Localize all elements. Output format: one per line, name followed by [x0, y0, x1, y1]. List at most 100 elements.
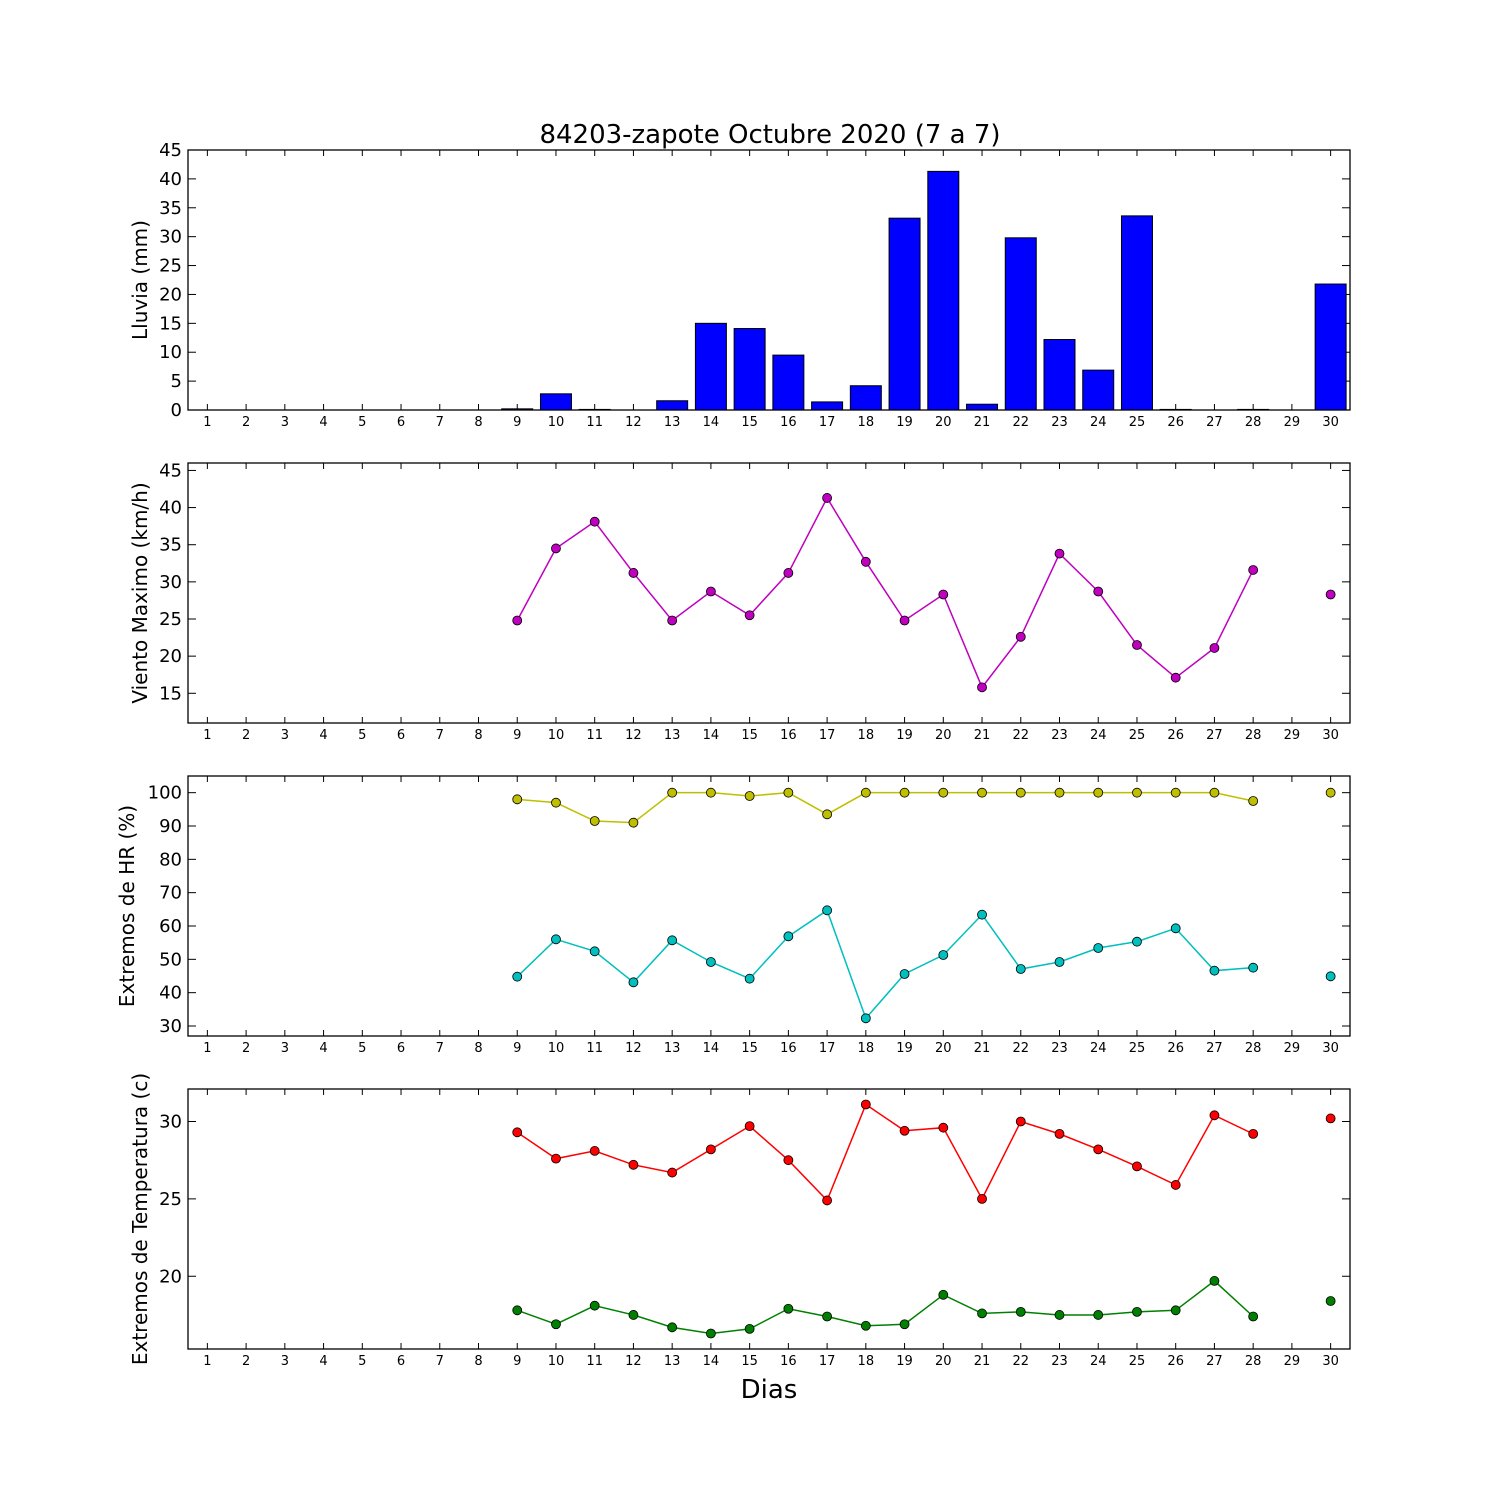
x-tick-label: 27 [1206, 1354, 1223, 1369]
x-tick-label: 21 [974, 415, 991, 430]
data-point [860, 1099, 871, 1110]
x-tick-label: 26 [1167, 1041, 1184, 1056]
y-tick-label: 80 [159, 849, 182, 870]
x-tick-label: 13 [664, 1354, 681, 1369]
bar [1314, 283, 1347, 411]
x-tick-label: 27 [1206, 1041, 1223, 1056]
data-point [899, 1319, 910, 1330]
x-tick-label: 25 [1129, 415, 1146, 430]
data-point [1325, 1113, 1336, 1124]
x-tick-label: 23 [1051, 415, 1068, 430]
data-point [628, 977, 639, 988]
x-tick-label: 1 [203, 1041, 211, 1056]
data-point [1248, 796, 1259, 806]
data-point [899, 787, 910, 798]
data-point [1132, 787, 1142, 798]
y-tick-label: 40 [159, 498, 182, 519]
x-tick-label: 30 [1322, 728, 1339, 743]
x-tick-label: 10 [548, 728, 565, 743]
data-point [706, 1328, 716, 1339]
x-tick-label: 28 [1245, 415, 1262, 430]
y-tick-label: 25 [159, 609, 182, 630]
x-tick-label: 8 [474, 415, 482, 430]
x-tick-label: 6 [397, 1354, 405, 1369]
data-point [1015, 787, 1026, 798]
x-tick-label: 20 [935, 728, 952, 743]
data-point [706, 787, 716, 798]
data-point [822, 1311, 832, 1322]
x-tick-label: 17 [819, 415, 836, 430]
data-point [938, 1122, 949, 1133]
data-point [1325, 589, 1336, 600]
y-tick-label: 35 [159, 198, 182, 219]
x-tick-label: 5 [358, 1041, 366, 1056]
data-point [1325, 971, 1336, 982]
y-tick-label: 35 [159, 535, 182, 556]
x-tick-label: 5 [358, 728, 366, 743]
data-point [706, 586, 716, 597]
y-tick-label: 30 [159, 227, 182, 248]
x-tick-label: 17 [819, 1041, 836, 1056]
data-point [706, 957, 716, 967]
data-point [977, 787, 987, 798]
x-tick-label: 9 [513, 1041, 521, 1056]
x-tick-label: 22 [1012, 415, 1029, 430]
series-line [517, 791, 1254, 824]
data-point [783, 1303, 794, 1314]
x-axis-label: Dias [741, 1375, 798, 1405]
x-tick-label: 2 [242, 728, 250, 743]
y-axis-label: Lluvia (mm) [128, 220, 152, 340]
data-point [589, 816, 600, 826]
x-tick-label: 15 [741, 1354, 758, 1369]
data-point [1054, 1310, 1065, 1320]
y-tick-label: 0 [171, 400, 182, 421]
x-tick-label: 10 [548, 415, 565, 430]
y-tick-label: 60 [159, 916, 182, 937]
x-tick-label: 9 [513, 728, 521, 743]
data-point [1093, 787, 1104, 798]
data-point [628, 817, 639, 828]
bar [656, 400, 689, 411]
x-tick-label: 5 [358, 415, 366, 430]
axes-frame [187, 149, 1351, 411]
x-tick-label: 14 [703, 728, 720, 743]
data-point [860, 1320, 871, 1331]
x-tick-label: 29 [1284, 1041, 1301, 1056]
x-tick-label: 11 [586, 1354, 603, 1369]
data-point [1325, 787, 1336, 798]
data-point [1132, 1161, 1142, 1172]
data-point [551, 934, 561, 945]
x-tick-label: 18 [858, 728, 875, 743]
y-tick-label: 100 [148, 783, 182, 804]
x-tick-label: 4 [319, 415, 327, 430]
data-point [1248, 565, 1259, 575]
x-tick-label: 26 [1167, 415, 1184, 430]
x-tick-label: 8 [474, 1041, 482, 1056]
data-point [667, 935, 678, 946]
y-tick-label: 10 [159, 342, 182, 363]
x-tick-label: 30 [1322, 1354, 1339, 1369]
bar [733, 328, 766, 411]
data-point [589, 1146, 600, 1156]
data-point [744, 973, 755, 984]
series-line [516, 909, 1254, 1020]
y-axis-label: Extremos de Temperatura (c) [128, 1073, 152, 1365]
x-tick-label: 19 [896, 1041, 913, 1056]
data-point [512, 794, 523, 805]
x-tick-label: 11 [586, 1041, 603, 1056]
data-point [1209, 965, 1220, 976]
data-point [1015, 631, 1026, 642]
bar [811, 401, 844, 411]
data-point [822, 905, 832, 916]
y-tick-label: 25 [159, 256, 182, 277]
data-point [1054, 957, 1065, 967]
x-tick-label: 7 [436, 415, 444, 430]
data-point [977, 1193, 987, 1204]
y-tick-label: 20 [159, 284, 182, 305]
series-line [516, 1103, 1254, 1202]
x-tick-label: 27 [1206, 415, 1223, 430]
data-point [783, 787, 794, 798]
figure-title: 84203-zapote Octubre 2020 (7 a 7) [539, 120, 1000, 150]
